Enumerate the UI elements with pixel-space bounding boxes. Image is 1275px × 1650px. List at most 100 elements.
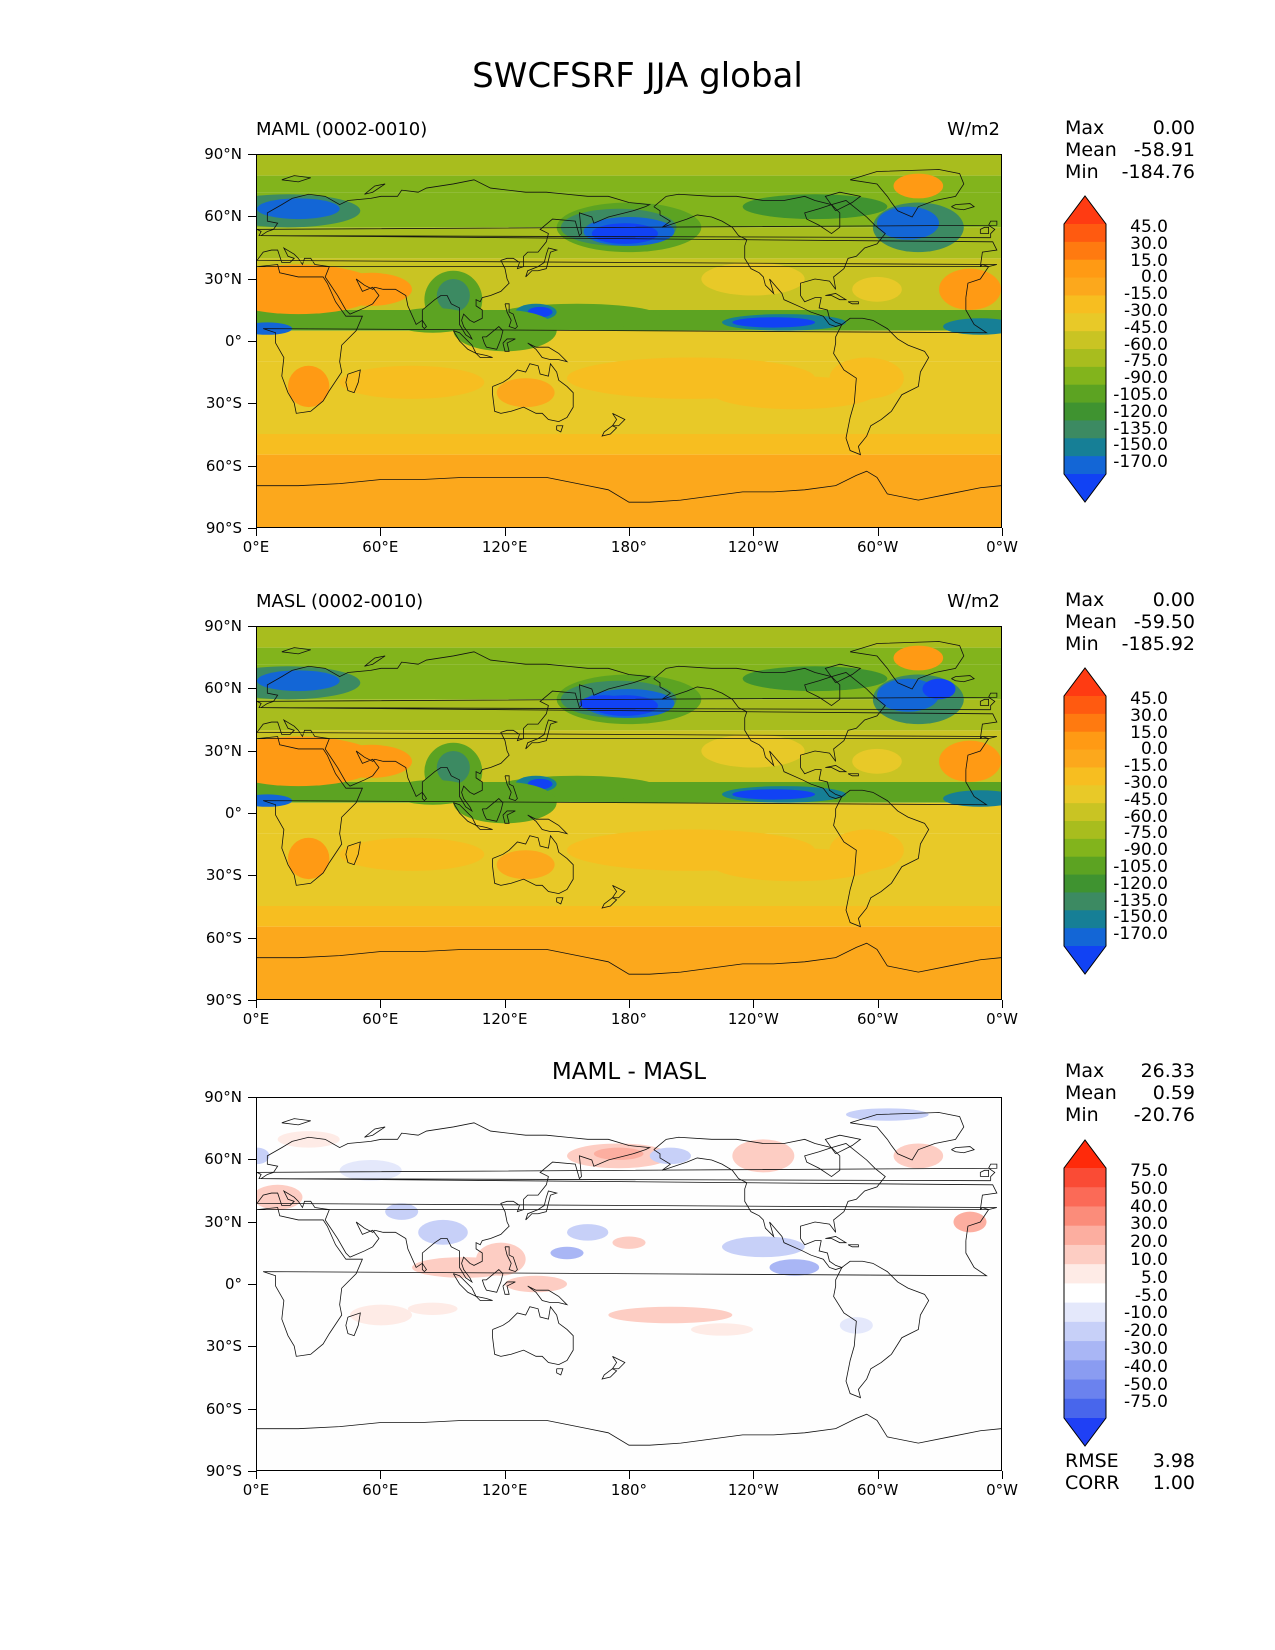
- coastline: [257, 692, 998, 711]
- coastline: [502, 1281, 516, 1295]
- lat-tick-label: 30°N: [204, 269, 242, 288]
- coastline: [951, 1146, 976, 1154]
- lon-tick-label: 120°W: [727, 538, 779, 556]
- colorbar-tick-label: 30.0: [1130, 233, 1168, 254]
- lat-tick-label: 60°S: [205, 928, 242, 947]
- colorbar-tick-label: -50.0: [1124, 1374, 1168, 1395]
- field-band: [257, 875, 1001, 906]
- field-contour: [877, 206, 940, 240]
- lat-tick-mark: [248, 1284, 256, 1285]
- coastline: [504, 303, 518, 330]
- lat-tick-mark: [248, 278, 256, 280]
- panel1-stats: Max 0.00 Mean -58.91 Min -184.76: [1065, 117, 1195, 183]
- lon-tick-label: 120°E: [481, 538, 528, 556]
- coastline: [421, 1263, 427, 1273]
- coastline: [653, 665, 886, 799]
- coastline: [475, 353, 493, 358]
- coastline: [525, 719, 559, 750]
- panel3-title: MAML - MASL: [551, 1059, 707, 1085]
- stat-value: -58.91: [1133, 139, 1195, 161]
- colorbar-tick-label: -90.0: [1124, 840, 1168, 861]
- field-contour: [453, 310, 557, 352]
- lat-tick-label: 90°S: [205, 519, 242, 537]
- colorbar-segment: [1064, 1264, 1106, 1284]
- colorbar-segment: [1064, 438, 1106, 457]
- field-contour: [893, 645, 944, 671]
- field-contour: [649, 1147, 691, 1165]
- field-contour: [436, 279, 470, 313]
- colorbar-extend-max: [1064, 1140, 1106, 1168]
- lat-tick-label: 90°N: [204, 145, 242, 163]
- lat-tick-label: 90°S: [205, 1462, 242, 1480]
- coastline: [847, 301, 859, 305]
- colorbar-segment: [1064, 767, 1106, 786]
- coastline: [257, 1122, 998, 1284]
- colorbar-tick-label: -5.0: [1134, 1285, 1168, 1306]
- field-band: [257, 627, 1001, 648]
- coastline: [979, 698, 989, 706]
- coastline: [492, 362, 574, 423]
- colorbar-segment: [1064, 928, 1106, 947]
- lat-tick-label: 0°: [224, 332, 242, 350]
- colorbar-segment: [1064, 1321, 1106, 1342]
- colorbar-tick-label: -150.0: [1113, 435, 1168, 456]
- panel3-extra-stats: RMSE 3.98 CORR 1.00: [1065, 1450, 1195, 1494]
- colorbar-tick-label: -20.0: [1124, 1321, 1168, 1342]
- lat-tick-mark: [248, 937, 256, 939]
- colorbar-tick-label: -45.0: [1124, 789, 1168, 810]
- lon-tick-label: 60°E: [362, 538, 399, 556]
- field-contour: [418, 1219, 468, 1245]
- coastline: [475, 825, 493, 830]
- map-field-svg: [257, 627, 1001, 999]
- field-contour: [591, 223, 658, 244]
- colorbar-segment: [1064, 1187, 1106, 1207]
- colorbar-segment: [1064, 366, 1106, 386]
- field-contour: [732, 317, 815, 328]
- coastline: [601, 425, 618, 437]
- coastline: [833, 789, 930, 928]
- coastline: [504, 1246, 518, 1273]
- colorbar-segment: [1064, 224, 1106, 243]
- stat-label: Min: [1065, 1104, 1099, 1126]
- lon-tick-label: 0°W: [986, 1481, 1018, 1499]
- colorbar-segment: [1064, 402, 1106, 421]
- map-field-svg: [257, 155, 1001, 527]
- coastline: [257, 220, 998, 239]
- field-contour: [257, 670, 340, 692]
- lat-tick-mark: [248, 688, 256, 690]
- coastline: [825, 1236, 848, 1244]
- coastline: [833, 317, 930, 456]
- coastline: [611, 1355, 626, 1370]
- field-contour: [391, 307, 474, 333]
- coastline: [825, 765, 848, 773]
- field-contour: [288, 365, 330, 408]
- field-contour: [732, 789, 815, 800]
- lat-tick-mark: [248, 1471, 256, 1472]
- coastline: [281, 1118, 311, 1126]
- colorbar-segment: [1064, 1283, 1106, 1304]
- coastline: [824, 663, 862, 684]
- lat-tick-mark: [248, 1000, 256, 1001]
- lat-tick-mark: [248, 1408, 256, 1410]
- colorbar-tick-label: -105.0: [1113, 857, 1168, 877]
- colorbar-tick-label: 15.0: [1130, 722, 1168, 743]
- field-contour: [732, 1139, 795, 1173]
- lon-tick-label: 120°E: [481, 1481, 528, 1499]
- field-contour: [257, 1147, 270, 1165]
- coastline: [556, 897, 564, 905]
- lon-tick-mark: [380, 528, 382, 536]
- colorbar-tick-label: 20.0: [1130, 1232, 1168, 1253]
- lon-tick-mark: [1002, 1000, 1003, 1008]
- lon-tick-mark: [753, 1000, 755, 1008]
- stat-label: Max: [1065, 589, 1105, 611]
- colorbar-tick-label: 5.0: [1140, 1267, 1168, 1288]
- coastline: [527, 1285, 569, 1306]
- coastline: [257, 470, 1001, 503]
- colorbar-tick-label: -40.0: [1124, 1356, 1168, 1377]
- field-contour: [742, 194, 888, 220]
- field-contour: [852, 276, 902, 302]
- lat-tick-mark: [248, 465, 256, 467]
- colorbar-tick-label: -10.0: [1124, 1303, 1168, 1324]
- coastline: [825, 293, 848, 301]
- colorbar-tick-label: -90.0: [1124, 368, 1168, 389]
